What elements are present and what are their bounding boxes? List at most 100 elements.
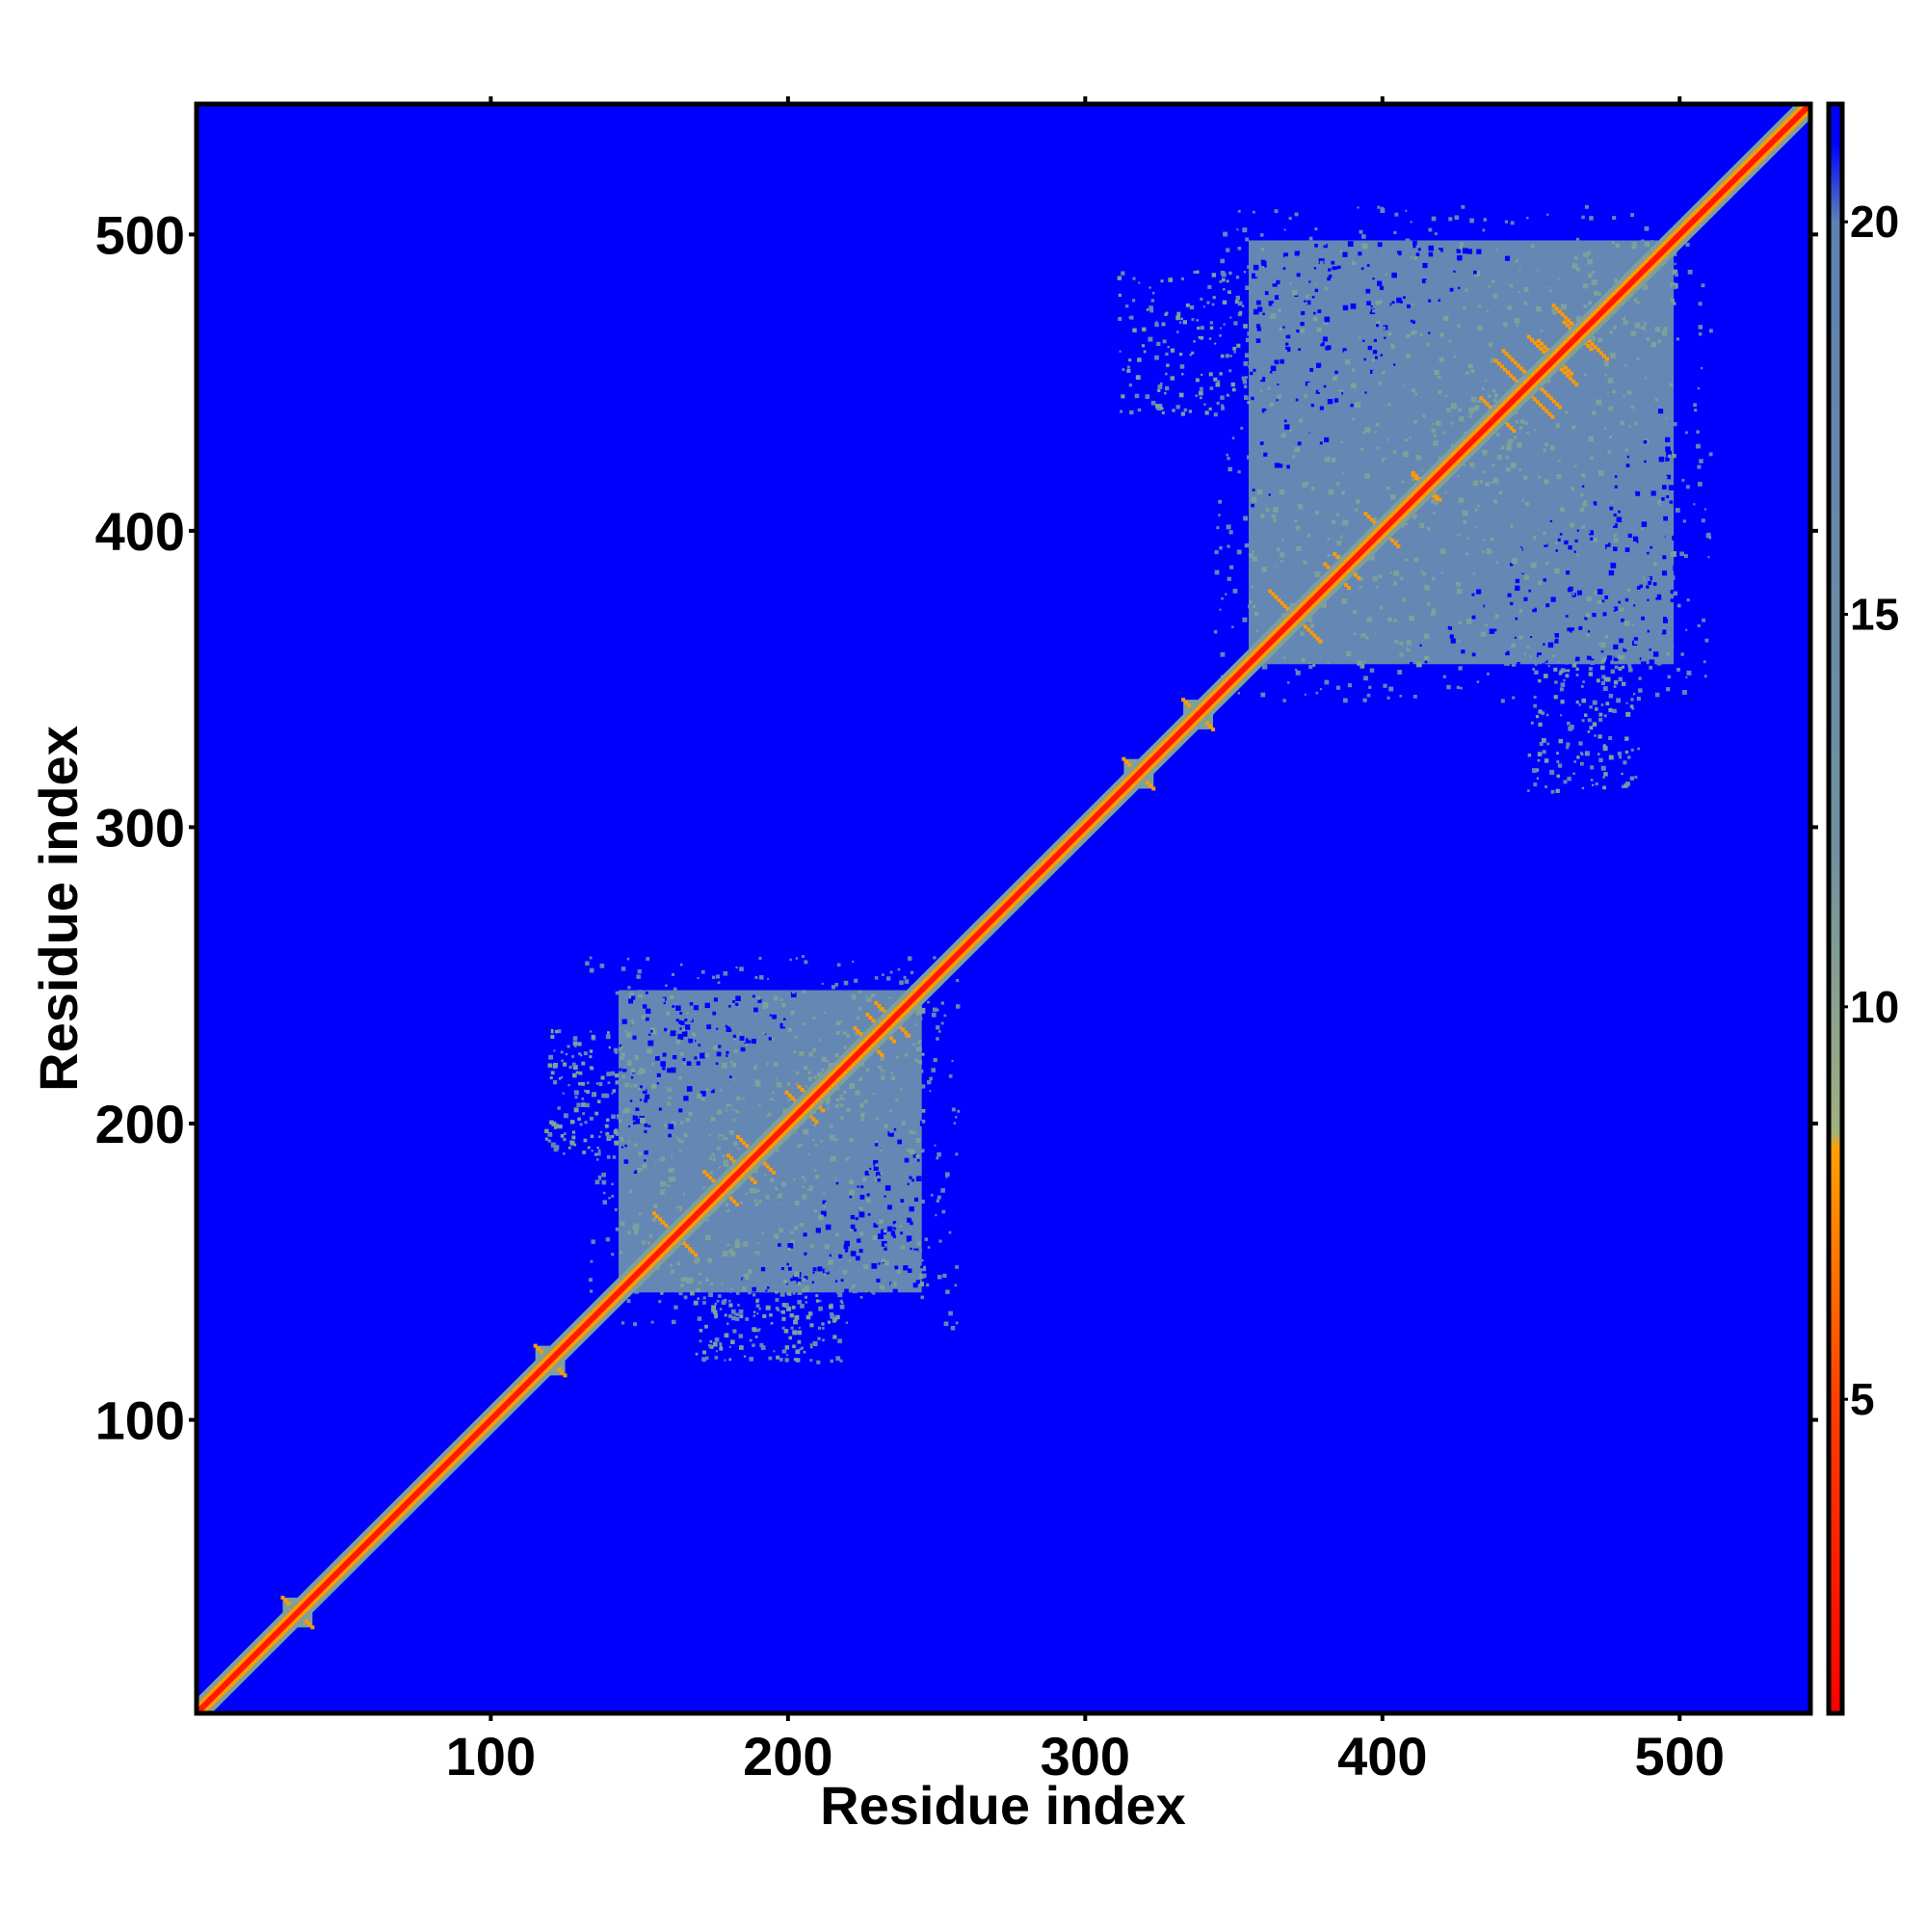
heat-cell <box>1537 758 1541 762</box>
heat-cell <box>563 1152 566 1155</box>
heat-cell <box>1150 299 1155 303</box>
heat-cell <box>1447 436 1453 441</box>
heat-cell <box>659 1081 663 1085</box>
heat-cell <box>1519 419 1525 424</box>
heat-cell <box>756 1312 759 1315</box>
heat-cell <box>676 1261 680 1266</box>
heat-cell <box>1434 252 1439 257</box>
heat-cell <box>1300 321 1305 327</box>
heat-cell <box>1588 672 1594 676</box>
heat-cell <box>1458 666 1463 671</box>
heat-cell <box>905 1177 908 1180</box>
heat-cell <box>1126 368 1131 373</box>
heat-cell <box>1276 399 1279 402</box>
heat-cell <box>1294 519 1298 523</box>
heat-cell <box>1219 333 1222 337</box>
heat-cell <box>1335 482 1340 486</box>
heat-cell <box>1580 753 1584 756</box>
heat-cell <box>310 1625 315 1629</box>
heat-cell <box>735 1249 738 1252</box>
heat-cell <box>1631 582 1635 587</box>
heat-cell <box>1567 721 1571 726</box>
heat-cell <box>1172 409 1175 412</box>
heat-cell <box>1210 727 1215 731</box>
x-tick-label: 200 <box>743 1726 832 1786</box>
heat-cell <box>1546 592 1549 595</box>
heat-cell <box>812 1034 818 1040</box>
heat-cell <box>740 1201 744 1204</box>
heat-cell <box>1302 640 1307 646</box>
heat-cell <box>1359 289 1364 294</box>
heat-cell <box>1260 692 1266 698</box>
heat-cell <box>680 1277 686 1282</box>
heat-cell <box>1585 544 1590 548</box>
heat-cell <box>819 1300 822 1303</box>
heat-cell <box>1274 595 1279 599</box>
heat-cell <box>1452 281 1457 286</box>
heat-cell <box>913 1258 918 1263</box>
heat-cell <box>744 1187 749 1193</box>
heat-cell <box>1596 353 1599 357</box>
heat-cell <box>1597 250 1600 253</box>
heat-cell <box>1135 375 1141 381</box>
heat-cell <box>663 1124 667 1127</box>
heat-cell <box>1181 698 1186 702</box>
heat-cell <box>1579 348 1583 352</box>
heat-cell <box>1510 563 1514 567</box>
heat-cell <box>1227 576 1231 581</box>
heat-cell <box>1631 707 1635 710</box>
heat-cell <box>1250 402 1255 407</box>
heat-cell <box>1609 269 1615 276</box>
heat-cell <box>1650 306 1656 311</box>
heat-cell <box>1588 667 1593 672</box>
heat-cell <box>1474 254 1478 259</box>
heat-cell <box>1319 531 1325 537</box>
heat-cell <box>1384 459 1389 465</box>
heat-cell <box>1493 393 1499 398</box>
heat-cell <box>1435 501 1439 505</box>
heat-cell <box>798 1326 801 1330</box>
heat-cell <box>1243 360 1249 366</box>
heat-cell <box>1580 357 1584 361</box>
heat-cell <box>1595 707 1598 711</box>
heat-cell <box>1671 551 1676 557</box>
heat-cell <box>1331 514 1335 517</box>
heat-cell <box>1268 589 1273 594</box>
heat-cell <box>1604 595 1609 599</box>
heat-cell <box>1699 459 1703 463</box>
heat-cell <box>572 1041 578 1046</box>
heat-cell <box>1623 395 1625 398</box>
heat-cell <box>694 1248 698 1252</box>
heat-cell <box>1509 373 1514 378</box>
heat-cell <box>1286 681 1290 684</box>
heat-cell <box>1574 382 1579 386</box>
heat-cell <box>1377 249 1384 255</box>
heat-cell <box>951 1059 954 1063</box>
heat-cell <box>765 1214 769 1218</box>
heat-cell <box>1382 643 1386 647</box>
heat-cell <box>907 1148 911 1152</box>
heat-cell <box>813 1113 820 1120</box>
heat-cell <box>668 1015 672 1019</box>
heat-cell <box>715 1161 720 1166</box>
heat-cell <box>1375 586 1379 589</box>
heat-cell <box>909 1206 914 1212</box>
heat-cell <box>581 1081 586 1086</box>
heat-cell <box>1626 308 1631 313</box>
heat-cell <box>702 1178 706 1182</box>
heat-cell <box>1663 346 1670 353</box>
heat-cell <box>1555 788 1560 793</box>
heat-cell <box>829 1125 833 1128</box>
heat-cell <box>1658 402 1664 408</box>
heat-cell <box>704 1182 708 1186</box>
heat-cell <box>786 1354 789 1357</box>
heat-cell <box>1449 287 1454 292</box>
heat-cell <box>1687 269 1693 275</box>
heat-cell <box>1676 668 1680 672</box>
heat-cell <box>853 1288 858 1293</box>
heat-cell <box>1255 384 1260 387</box>
heat-cell <box>1322 336 1328 342</box>
heat-cell <box>918 1248 923 1253</box>
heat-cell <box>828 1114 833 1120</box>
heat-cell <box>948 1231 952 1234</box>
